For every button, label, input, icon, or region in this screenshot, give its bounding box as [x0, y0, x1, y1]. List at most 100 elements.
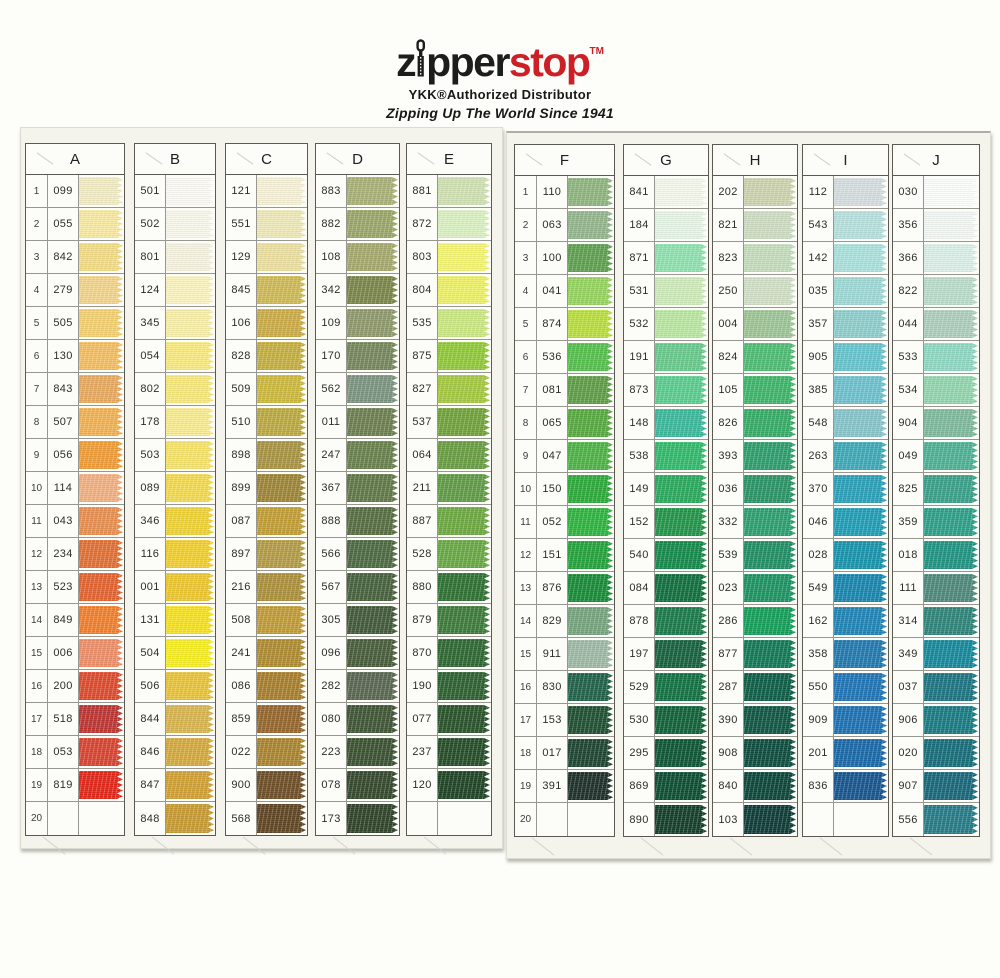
color-swatch-241: [257, 639, 306, 667]
color-code-cell: 001: [135, 571, 166, 603]
color-swatch-859: [257, 705, 306, 733]
swatch-cell: [166, 208, 215, 240]
table-row: 801: [135, 241, 215, 274]
swatch-cell: [257, 307, 307, 339]
swatch-cell: [166, 604, 215, 636]
color-code-cell: 870: [407, 637, 438, 669]
swatch-cell: [744, 605, 797, 637]
table-row: 2 055: [26, 208, 124, 241]
row-number-cell: 8: [515, 407, 537, 439]
swatch-cell: [744, 737, 797, 769]
color-swatch-533: [924, 343, 978, 371]
swatch-cell: [347, 439, 399, 471]
swatch-cell: [438, 604, 491, 636]
table-row: 103: [713, 803, 797, 836]
swatch-cell: [79, 769, 124, 801]
swatch-cell: [655, 737, 708, 769]
color-swatch-539: [744, 541, 796, 569]
color-swatch-112: [834, 178, 887, 206]
swatch-cell: [834, 308, 888, 340]
color-swatch-551: [257, 210, 306, 238]
color-code-cell: 829: [537, 605, 568, 637]
swatch-cell: [347, 208, 399, 240]
table-row: 349: [893, 638, 979, 671]
color-swatch-503: [166, 441, 214, 469]
table-row: 216: [226, 571, 307, 604]
swatch-cell: [834, 704, 888, 736]
table-row: 305: [316, 604, 399, 637]
row-number-cell: 6: [515, 341, 537, 373]
table-row: 9 056: [26, 439, 124, 472]
swatch-cell: [257, 274, 307, 306]
color-swatch-037: [924, 673, 978, 701]
color-swatch-055: [79, 210, 123, 238]
swatch-cell: [924, 704, 979, 736]
color-code-cell: 178: [135, 406, 166, 438]
swatch-cell: [79, 571, 124, 603]
color-code-cell: 036: [713, 473, 744, 505]
swatch-cell: [166, 538, 215, 570]
color-code-cell: 234: [48, 538, 79, 570]
color-code-cell: 124: [135, 274, 166, 306]
swatch-cell: [79, 241, 124, 273]
swatch-cell: [924, 638, 979, 670]
color-swatch-035: [834, 277, 887, 305]
table-row: 540: [624, 539, 708, 572]
table-row: 078: [316, 769, 399, 802]
table-row: 826: [713, 407, 797, 440]
column-table-D: D 883 882 108 342 109 170 562 011 247 367 888 566 567…: [315, 143, 400, 836]
color-code-cell: 847: [135, 769, 166, 801]
color-code-cell: 342: [316, 274, 347, 306]
color-code-cell: 827: [407, 373, 438, 405]
table-row: 17 153: [515, 704, 614, 737]
table-row: 028: [803, 539, 888, 572]
color-code-cell: 882: [316, 208, 347, 240]
color-code-cell: 359: [893, 506, 924, 538]
swatch-cell: [655, 275, 708, 307]
swatch-cell: [166, 439, 215, 471]
swatch-cell: [347, 604, 399, 636]
table-row: 282: [316, 670, 399, 703]
color-swatch-847: [166, 771, 214, 799]
color-code-cell: 530: [624, 704, 655, 736]
table-row: 089: [135, 472, 215, 505]
color-swatch-370: [834, 475, 887, 503]
table-row: 529: [624, 671, 708, 704]
swatch-cell: [744, 308, 797, 340]
swatch-cell: [834, 770, 888, 802]
row-number-cell: 13: [26, 571, 48, 603]
table-row: 054: [135, 340, 215, 373]
swatch-cell: [655, 704, 708, 736]
swatch-cell: [834, 605, 888, 637]
table-row: 11 043: [26, 505, 124, 538]
swatch-cell: [166, 703, 215, 735]
swatch-cell: [924, 803, 979, 836]
swatch-cell: [744, 341, 797, 373]
color-code-cell: 803: [407, 241, 438, 273]
color-swatch-804: [438, 276, 490, 304]
color-swatch-872: [438, 210, 490, 238]
color-swatch-905: [834, 343, 887, 371]
table-row: 1 099: [26, 175, 124, 208]
table-row: 841: [624, 176, 708, 209]
table-row: 178: [135, 406, 215, 439]
color-swatch-849: [79, 606, 123, 634]
table-row: 7 081: [515, 374, 614, 407]
row-number-cell: 1: [26, 175, 48, 207]
table-row: 19 391: [515, 770, 614, 803]
color-swatch-046: [834, 508, 887, 536]
color-code-cell: 567: [316, 571, 347, 603]
row-number-cell: 15: [26, 637, 48, 669]
color-code-cell: 282: [316, 670, 347, 702]
table-row: 548: [803, 407, 888, 440]
color-code-cell: 109: [316, 307, 347, 339]
table-row: [407, 802, 491, 835]
color-code-cell: 152: [624, 506, 655, 538]
color-code-cell: 533: [893, 341, 924, 373]
color-swatch-089: [166, 474, 214, 502]
column-table-J: J 030 356 366 822 044 533 534 904 049 825 359 018 111…: [892, 144, 980, 837]
swatch-cell: [257, 736, 307, 768]
swatch-cell: [924, 275, 979, 307]
swatch-cell: [568, 176, 614, 208]
color-swatch-018: [924, 541, 978, 569]
